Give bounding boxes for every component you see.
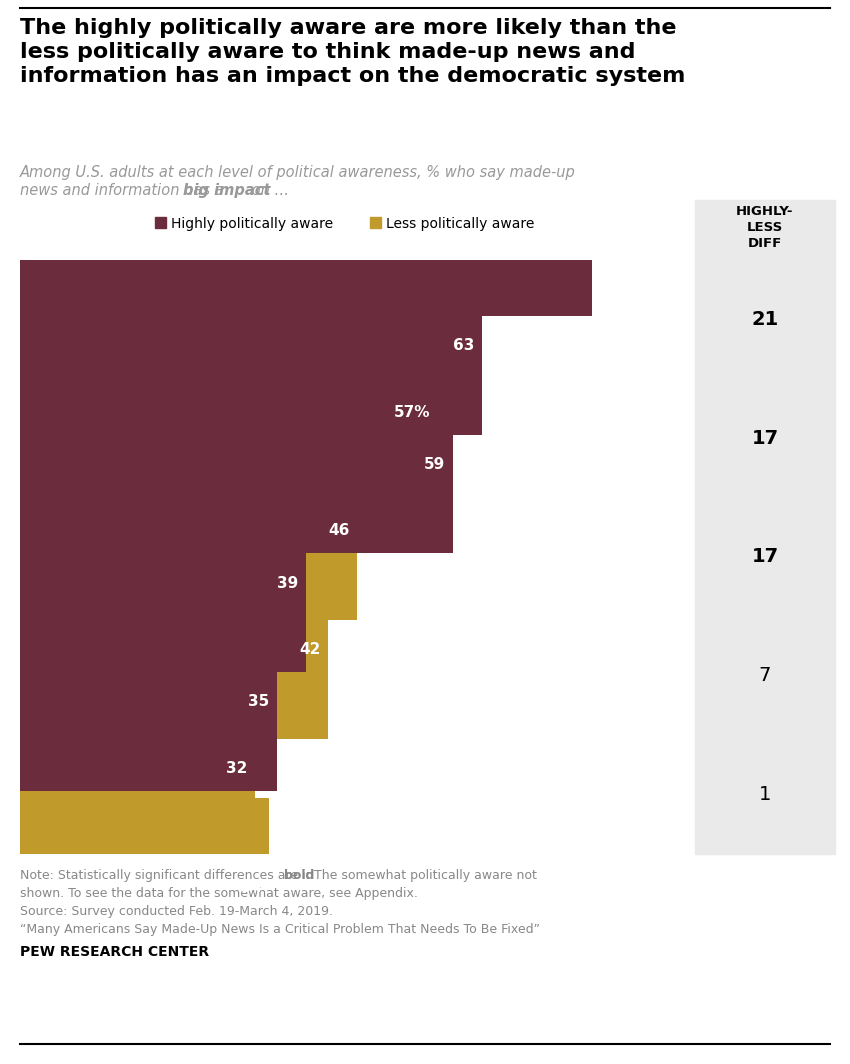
Text: Source: Survey conducted Feb. 19-March 4, 2019.: Source: Survey conducted Feb. 19-March 4…: [20, 905, 333, 918]
Text: Highly politically aware: Highly politically aware: [171, 217, 333, 231]
Text: 78%: 78%: [548, 219, 585, 234]
Text: 32: 32: [226, 761, 247, 776]
Bar: [20, 256, 482, 434]
Bar: [20, 137, 592, 316]
Bar: [695, 200, 835, 854]
Text: Public’s ability to solve
community problems: Public’s ability to solve community prob…: [36, 661, 195, 691]
Text: 35: 35: [248, 695, 269, 710]
Text: 39: 39: [277, 576, 298, 591]
Bar: [20, 680, 255, 858]
Text: big impact: big impact: [184, 183, 270, 198]
Bar: [20, 613, 276, 791]
Bar: [20, 798, 269, 977]
Text: news and information has a: news and information has a: [20, 183, 229, 198]
Text: Journalists’ ability to get
information they need: Journalists’ ability to get information …: [26, 780, 195, 810]
Text: Americans' confidence in
each other: Americans' confidence in each other: [20, 423, 195, 453]
Text: 42: 42: [299, 643, 320, 658]
Text: 1: 1: [759, 785, 771, 804]
Bar: [20, 561, 328, 738]
Text: The highly politically aware are more likely than the
less politically aware to : The highly politically aware are more li…: [20, 18, 685, 86]
Text: Note: Statistically significant differences are in: Note: Statistically significant differen…: [20, 869, 318, 882]
Text: 46: 46: [329, 523, 350, 538]
Text: PEW RESEARCH CENTER: PEW RESEARCH CENTER: [20, 945, 209, 959]
Bar: [155, 217, 166, 228]
Bar: [20, 494, 306, 672]
Text: on …: on …: [246, 183, 289, 198]
Text: 17: 17: [751, 548, 779, 566]
Bar: [20, 442, 357, 620]
Text: 7: 7: [759, 666, 771, 685]
Text: 63: 63: [453, 338, 474, 353]
Text: bold: bold: [284, 869, 314, 882]
Text: 21: 21: [751, 310, 779, 329]
Text: 57%: 57%: [394, 404, 431, 419]
Text: Among U.S. adults at each level of political awareness, % who say made-up: Among U.S. adults at each level of polit…: [20, 165, 575, 180]
Text: Americans' confidence in
government: Americans' confidence in government: [20, 304, 195, 334]
Text: “Many Americans Say Made-Up News Is a Critical Problem That Needs To Be Fixed”: “Many Americans Say Made-Up News Is a Cr…: [20, 922, 540, 936]
Bar: [20, 323, 438, 501]
Bar: [20, 376, 453, 553]
Text: 34: 34: [241, 880, 262, 895]
Text: 59: 59: [424, 456, 445, 471]
Text: Less politically aware: Less politically aware: [386, 217, 535, 231]
Text: shown. To see the data for the somewhat aware, see Appendix.: shown. To see the data for the somewhat …: [20, 887, 418, 900]
Bar: [370, 217, 381, 228]
Text: . The somewhat politically aware not: . The somewhat politically aware not: [306, 869, 536, 882]
Text: HIGHLY-
LESS
DIFF: HIGHLY- LESS DIFF: [736, 205, 794, 250]
Text: Political leaders’ ability
to get work done: Political leaders’ ability to get work d…: [34, 542, 195, 572]
Text: 17: 17: [751, 429, 779, 448]
